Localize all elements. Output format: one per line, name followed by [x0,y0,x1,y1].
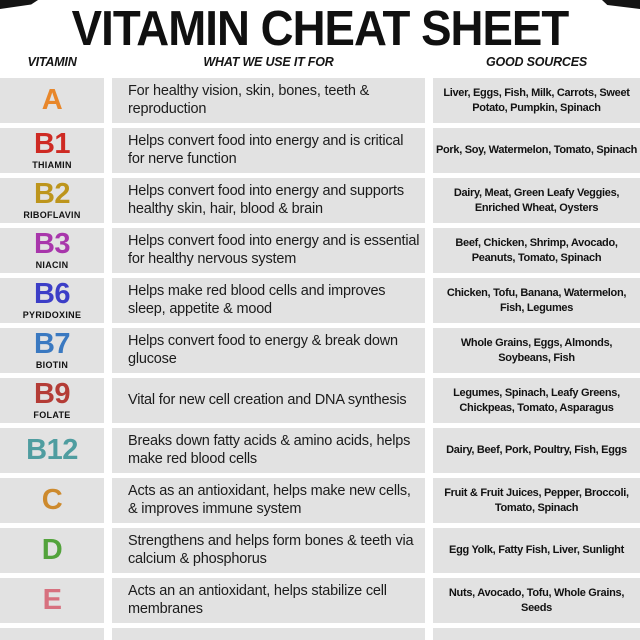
vitamin-letter: B6 [33,278,71,311]
use-cell: Helps convert food into energy and suppo… [112,178,425,223]
sources-cell: Dairy, Meat, Green Leafy Veggies, Enrich… [433,178,640,223]
table-row: B7 BIOTIN Helps convert food to energy &… [0,328,640,373]
table-row: B6 PYRIDOXINE Helps make red blood cells… [0,278,640,323]
vitamin-subtitle: BIOTIN [35,359,69,370]
use-cell: Helps convert food into energy and is cr… [112,128,425,173]
vitamin-cell: A [0,78,104,123]
column-headers: VITAMIN WHAT WE USE IT FOR GOOD SOURCES [0,54,640,72]
use-cell: Breaks down fatty acids & amino acids, h… [112,428,425,473]
column-header-vitamin: VITAMIN [27,55,77,69]
table-row: E Acts an an antioxidant, helps stabiliz… [0,578,640,623]
sources-cell: Egg Yolk, Fatty Fish, Liver, Sunlight [433,528,640,573]
vitamin-cell: B12 [0,428,104,473]
vitamin-letter: D [41,533,63,566]
sources-cell: Fruit & Fruit Juices, Pepper, Broccoli, … [433,478,640,523]
column-header-use: WHAT WE USE IT FOR [203,55,334,69]
vitamin-cell: C [0,478,104,523]
sources-cell: Pork, Soy, Watermelon, Tomato, Spinach [433,128,640,173]
vitamin-subtitle: PYRIDOXINE [22,309,82,320]
vitamin-cell: B9 FOLATE [0,378,104,423]
vitamin-cell: B2 RIBOFLAVIN [0,178,104,223]
sources-cell: Whole Grains, Eggs, Almonds, Soybeans, F… [433,328,640,373]
title-row: VITAMIN CHEAT SHEET [0,0,640,54]
use-cell: Strengthens and helps form bones & teeth… [112,528,425,573]
vitamin-cell [0,628,104,640]
vitamin-subtitle: RIBOFLAVIN [23,209,81,220]
sources-cell: Legumes, Spinach, Leafy Greens, Chickpea… [433,378,640,423]
use-cell: Helps make red blood cells and improves … [112,278,425,323]
vitamin-letter: B1 [33,128,71,161]
use-cell: For healthy vision, skin, bones, teeth &… [112,78,425,123]
vitamin-cell: B3 NIACIN [0,228,104,273]
sources-cell: Beef, Chicken, Shrimp, Avocado, Peanuts,… [433,228,640,273]
table-row: Essential for blood clotting and helping… [0,628,640,640]
table-row: B3 NIACIN Helps convert food into energy… [0,228,640,273]
vitamin-cell: E [0,578,104,623]
cropped-corner-mark-left [0,0,38,9]
table-body: A For healthy vision, skin, bones, teeth… [0,78,640,640]
vitamin-letter: B9 [33,378,71,411]
sources-cell: Nuts, Avocado, Tofu, Whole Grains, Seeds [433,578,640,623]
use-cell: Acts as an antioxidant, helps make new c… [112,478,425,523]
vitamin-cell: B6 PYRIDOXINE [0,278,104,323]
sources-cell: Broccoli, Spinach, Sprouts [433,628,640,640]
use-cell: Vital for new cell creation and DNA synt… [112,378,425,423]
table-row: D Strengthens and helps form bones & tee… [0,528,640,573]
vitamin-letter: B2 [33,178,71,211]
table-row: A For healthy vision, skin, bones, teeth… [0,78,640,123]
use-cell: Helps convert food into energy and is es… [112,228,425,273]
sources-cell: Liver, Eggs, Fish, Milk, Carrots, Sweet … [433,78,640,123]
use-cell: Acts an an antioxidant, helps stabilize … [112,578,425,623]
sources-cell: Chicken, Tofu, Banana, Watermelon, Fish,… [433,278,640,323]
cropped-corner-mark-right [602,0,640,9]
table-row: C Acts as an antioxidant, helps make new… [0,478,640,523]
table-row: B9 FOLATE Vital for new cell creation an… [0,378,640,423]
vitamin-cell: B7 BIOTIN [0,328,104,373]
vitamin-letter: B12 [26,433,78,466]
table-row: B1 THIAMIN Helps convert food into energ… [0,128,640,173]
vitamin-subtitle: NIACIN [35,259,69,270]
column-header-sources: GOOD SOURCES [485,55,588,69]
use-cell: Essential for blood clotting and helping… [112,628,425,640]
table-row: B2 RIBOFLAVIN Helps convert food into en… [0,178,640,223]
vitamin-letter: B7 [33,328,71,361]
vitamin-letter: A [41,83,63,116]
vitamin-letter: E [42,583,62,616]
vitamin-cell: D [0,528,104,573]
table-row: B12 Breaks down fatty acids & amino acid… [0,428,640,473]
vitamin-cell: B1 THIAMIN [0,128,104,173]
use-cell: Helps convert food to energy & break dow… [112,328,425,373]
vitamin-subtitle: FOLATE [33,409,71,420]
vitamin-subtitle: THIAMIN [32,159,72,170]
vitamin-letter: C [41,483,63,516]
vitamin-letter: B3 [33,228,71,261]
sources-cell: Dairy, Beef, Pork, Poultry, Fish, Eggs [433,428,640,473]
page-title: VITAMIN CHEAT SHEET [71,0,570,56]
